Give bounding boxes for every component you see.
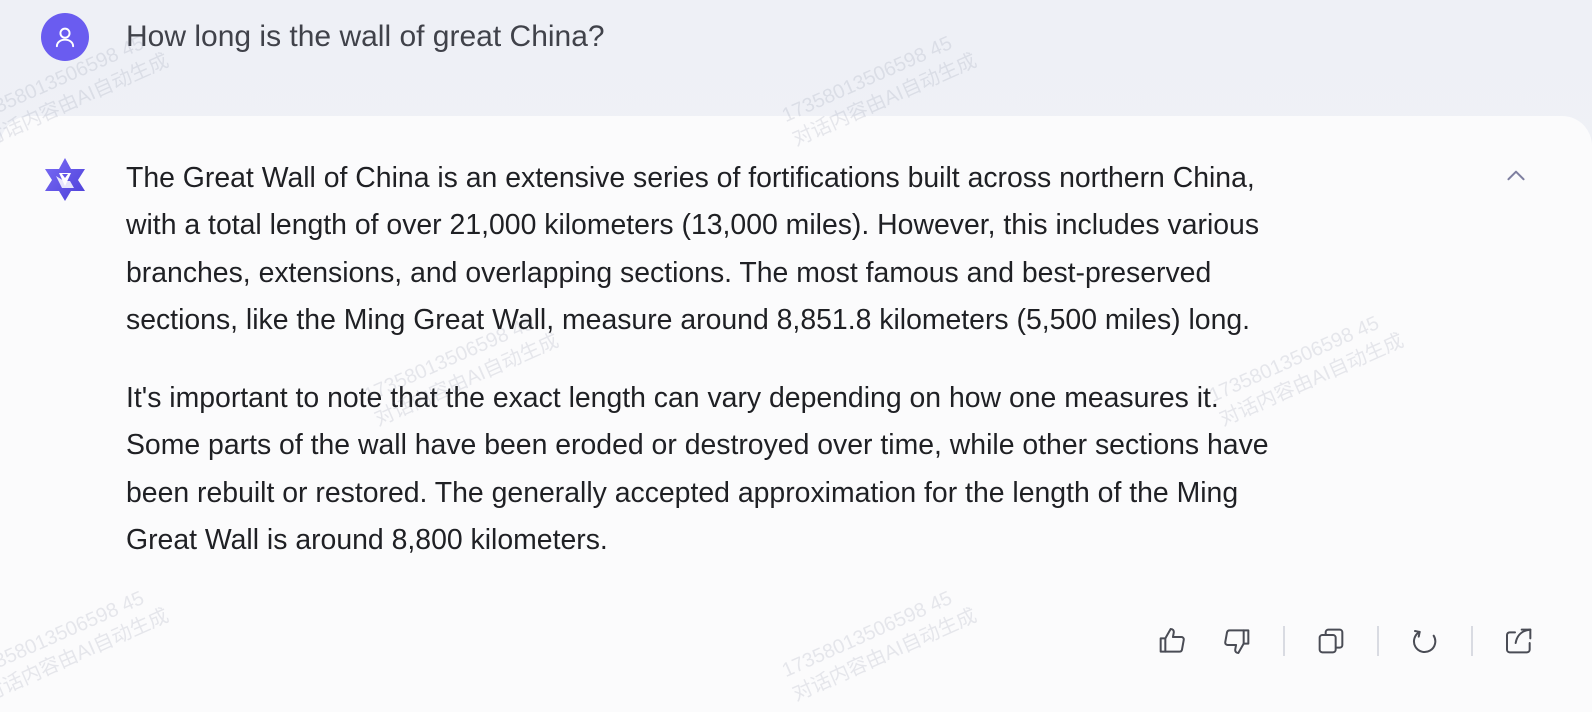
regenerate-button[interactable] bbox=[1403, 619, 1447, 663]
copy-icon bbox=[1318, 628, 1344, 654]
chevron-up-icon bbox=[1507, 170, 1525, 181]
copy-button[interactable] bbox=[1309, 619, 1353, 663]
toolbar-divider bbox=[1471, 626, 1473, 656]
collapse-button[interactable] bbox=[1500, 160, 1532, 192]
user-message-text: How long is the wall of great China? bbox=[126, 20, 605, 53]
thumbs-up-icon bbox=[1159, 628, 1185, 653]
answer-line: sections, like the Ming Great Wall, meas… bbox=[126, 303, 1251, 336]
answer-line: It's important to note that the exact le… bbox=[126, 382, 1219, 415]
assistant-answer-text: The Great Wall of China is an extensive … bbox=[126, 155, 1446, 595]
thumbs-down-icon bbox=[1224, 629, 1250, 654]
assistant-answer-card: The Great Wall of China is an extensive … bbox=[0, 116, 1592, 712]
answer-line: Great Wall is around 8,800 kilometers. bbox=[126, 524, 608, 557]
share-button[interactable] bbox=[1497, 619, 1541, 663]
share-icon bbox=[1506, 628, 1532, 654]
refresh-icon bbox=[1413, 630, 1437, 653]
assistant-logo-icon bbox=[45, 158, 85, 201]
answer-line: with a total length of over 21,000 kilom… bbox=[126, 209, 1260, 242]
user-avatar bbox=[41, 13, 89, 61]
user-icon bbox=[55, 27, 75, 48]
user-message-row: How long is the wall of great China? bbox=[0, 0, 1592, 116]
answer-line: branches, extensions, and overlapping se… bbox=[126, 256, 1212, 289]
like-button[interactable] bbox=[1150, 619, 1194, 663]
answer-line: The Great Wall of China is an extensive … bbox=[126, 162, 1255, 194]
answer-line: been rebuilt or restored. The generally … bbox=[126, 476, 1239, 509]
answer-paragraph-1: The Great Wall of China is an extensive … bbox=[126, 155, 1446, 344]
answer-paragraph-2: It's important to note that the exact le… bbox=[126, 375, 1446, 564]
dislike-button[interactable] bbox=[1215, 619, 1259, 663]
toolbar-divider bbox=[1377, 626, 1379, 656]
toolbar-divider bbox=[1283, 626, 1285, 656]
answer-line: Some parts of the wall have been eroded … bbox=[126, 429, 1269, 462]
answer-action-toolbar bbox=[1150, 619, 1541, 663]
